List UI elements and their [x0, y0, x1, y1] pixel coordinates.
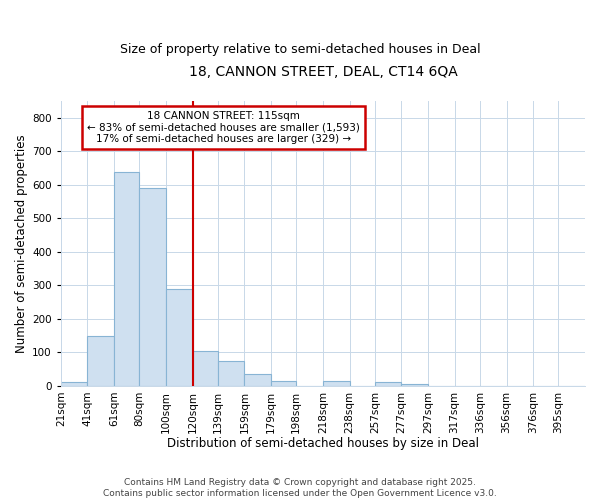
Bar — [323, 381, 350, 386]
Bar — [139, 188, 166, 386]
Bar — [375, 382, 401, 386]
Bar — [88, 336, 114, 386]
Bar — [114, 172, 139, 386]
Text: Size of property relative to semi-detached houses in Deal: Size of property relative to semi-detach… — [119, 42, 481, 56]
Y-axis label: Number of semi-detached properties: Number of semi-detached properties — [15, 134, 28, 352]
Bar — [61, 382, 88, 386]
Bar — [218, 360, 244, 386]
Bar — [271, 381, 296, 386]
Bar — [166, 288, 193, 386]
Text: 18 CANNON STREET: 115sqm
← 83% of semi-detached houses are smaller (1,593)
17% o: 18 CANNON STREET: 115sqm ← 83% of semi-d… — [87, 111, 360, 144]
Bar — [244, 374, 271, 386]
X-axis label: Distribution of semi-detached houses by size in Deal: Distribution of semi-detached houses by … — [167, 437, 479, 450]
Title: 18, CANNON STREET, DEAL, CT14 6QA: 18, CANNON STREET, DEAL, CT14 6QA — [188, 65, 457, 79]
Text: Contains HM Land Registry data © Crown copyright and database right 2025.
Contai: Contains HM Land Registry data © Crown c… — [103, 478, 497, 498]
Bar — [193, 352, 218, 386]
Bar — [401, 384, 428, 386]
